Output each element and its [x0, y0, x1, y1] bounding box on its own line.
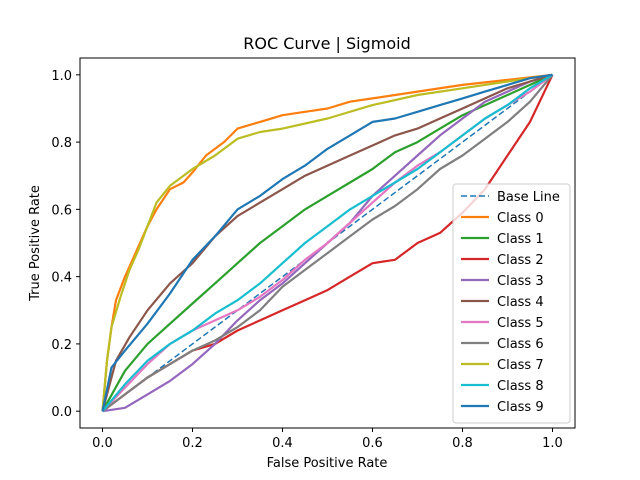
- legend-label: Class 0: [497, 211, 544, 226]
- y-tick-label: 0.8: [51, 136, 72, 151]
- legend-label: Class 4: [497, 295, 544, 310]
- x-axis-label: False Positive Rate: [267, 456, 388, 471]
- legend-label: Class 3: [497, 274, 544, 289]
- legend-label: Class 5: [497, 316, 544, 331]
- legend: Base Line Class 0 Class 1 Class 2 Class 3 Cla…: [452, 183, 571, 424]
- y-tick-label: 0.0: [51, 405, 72, 420]
- x-tick-label: 0.0: [92, 436, 113, 451]
- legend-label: Class 6: [497, 337, 544, 352]
- x-tick-label: 0.4: [272, 436, 293, 451]
- legend-label: Class 9: [497, 400, 544, 415]
- plot-frame: [79, 57, 576, 429]
- y-tick-label: 1.0: [51, 69, 72, 84]
- chart-title: ROC Curve | Sigmoid: [243, 34, 410, 53]
- x-axis: 0.0 0.2 0.4 0.6 0.8 1.0: [92, 428, 563, 451]
- legend-label: Class 8: [497, 379, 544, 394]
- plot-area: [79, 57, 576, 429]
- series-line-class-0: [101, 73, 553, 412]
- legend-label: Class 2: [497, 253, 544, 268]
- legend-label: Class 1: [497, 232, 544, 247]
- series-line-class-9: [101, 73, 553, 412]
- legend-label: Class 7: [497, 358, 544, 373]
- x-tick-label: 0.6: [362, 436, 383, 451]
- x-tick-label: 0.8: [452, 436, 473, 451]
- y-axis: 0.0 0.2 0.4 0.6 0.8 1.0: [51, 69, 80, 420]
- series-line-class-8: [101, 73, 554, 412]
- series-line-class-7: [101, 73, 553, 412]
- y-axis-label: True Positive Rate: [28, 185, 43, 302]
- x-tick-label: 1.0: [542, 436, 563, 451]
- y-tick-label: 0.6: [51, 203, 72, 218]
- legend-label: Base Line: [497, 190, 560, 205]
- series-line-class-6: [101, 74, 554, 413]
- series-line-class-4: [101, 73, 553, 412]
- y-tick-label: 0.2: [51, 338, 72, 353]
- x-tick-label: 0.2: [182, 436, 203, 451]
- y-tick-label: 0.4: [51, 271, 72, 286]
